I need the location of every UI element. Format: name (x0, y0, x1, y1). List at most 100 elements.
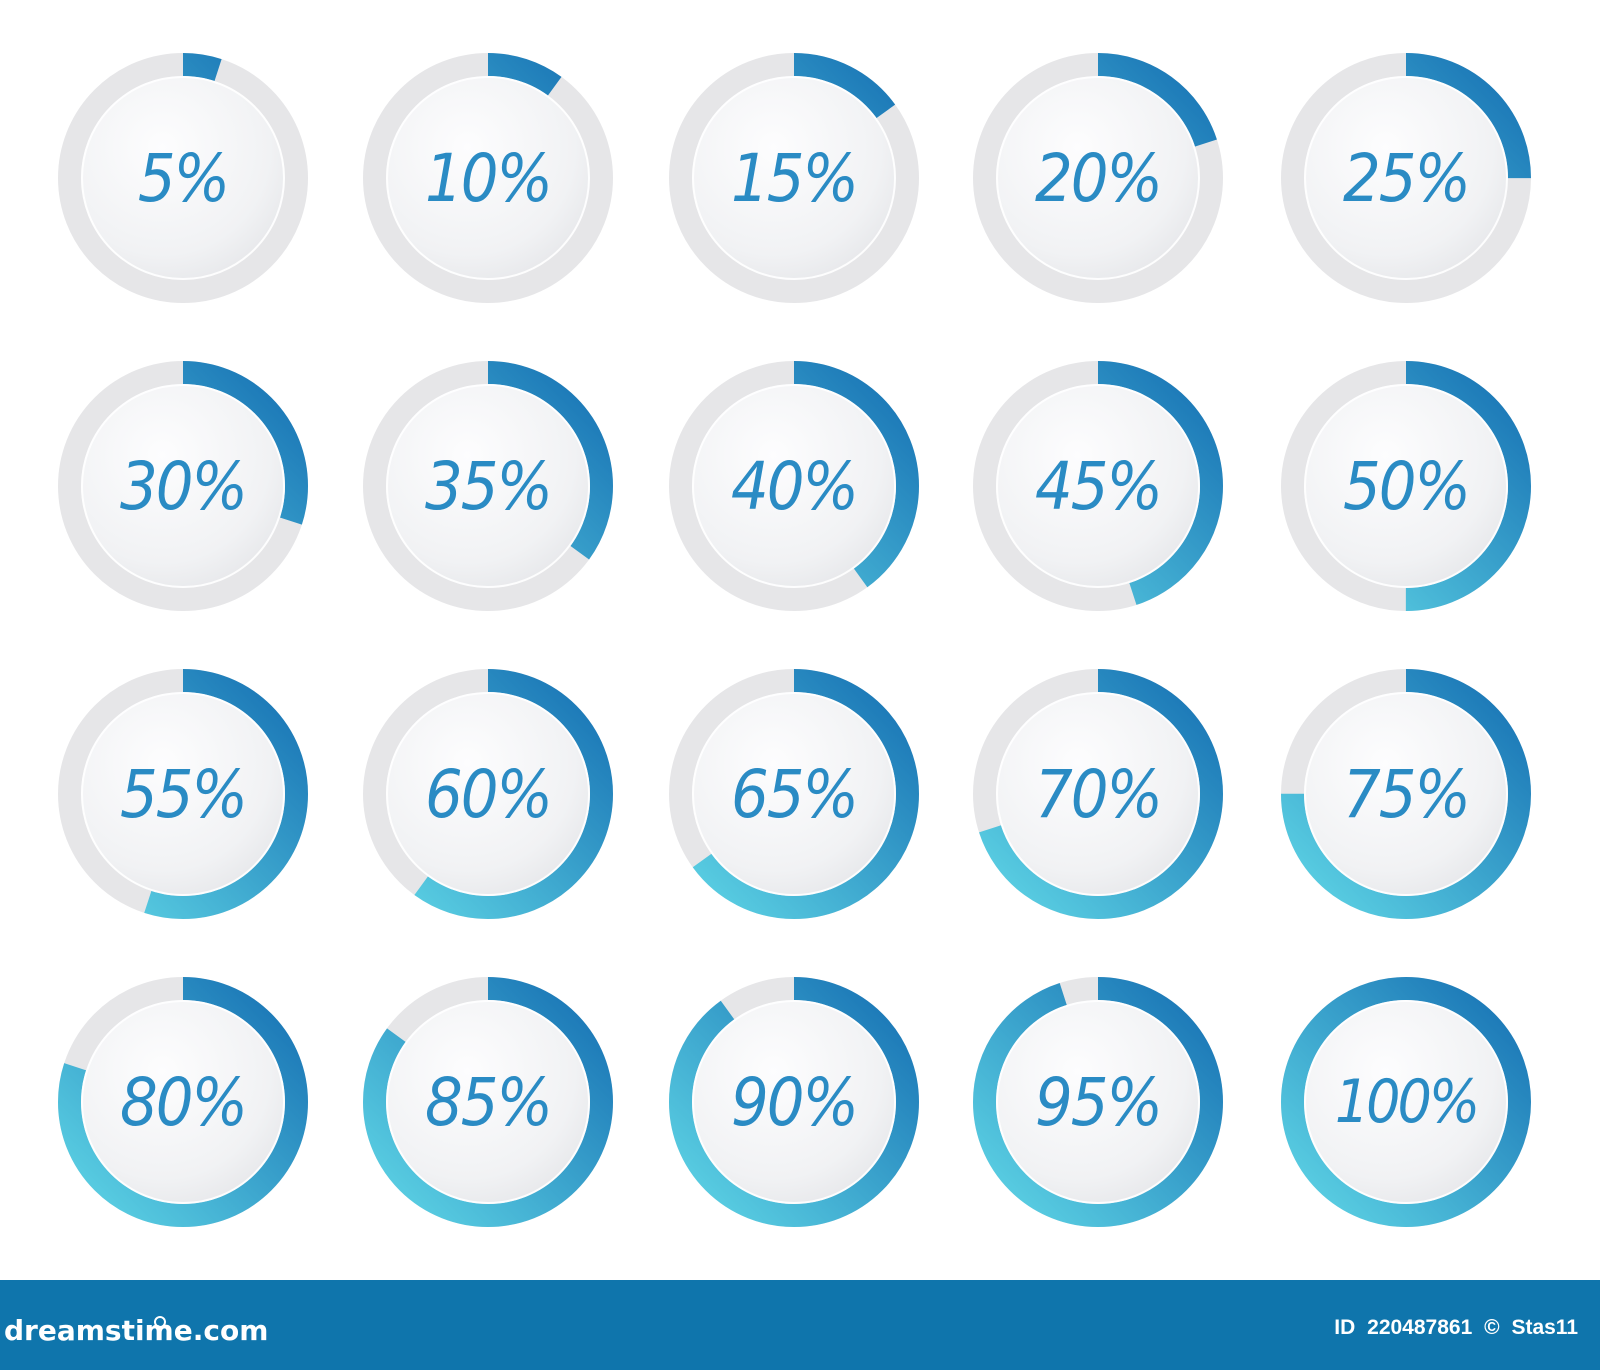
progress-indicator: 65% (668, 668, 920, 920)
indicator-face (386, 692, 590, 896)
percent-label: 30% (120, 447, 248, 525)
indicator-face-highlight (1304, 1000, 1508, 1204)
ring-progress-arc (58, 361, 308, 611)
indicator-face (1304, 384, 1508, 588)
progress-indicator: 30% (57, 360, 309, 612)
progress-indicator: 55% (57, 668, 309, 920)
indicator-face (692, 384, 896, 588)
indicator-face (1304, 76, 1508, 280)
progress-indicator: 75% (1280, 668, 1532, 920)
progress-ring (669, 361, 919, 611)
indicator-face-highlight (692, 692, 896, 896)
progress-indicator: 100% (1280, 976, 1532, 1228)
percent-label: 50% (1343, 447, 1471, 525)
percent-label: 95% (1035, 1063, 1163, 1141)
progress-ring (973, 669, 1223, 919)
percent-label: 40% (731, 447, 859, 525)
ring-progress-arc (1281, 53, 1531, 303)
progress-indicator: 10% (362, 52, 614, 304)
ring-progress-arc (669, 361, 919, 611)
indicator-face-highlight (996, 384, 1200, 588)
percent-label: 45% (1035, 447, 1163, 525)
percent-label: 90% (731, 1063, 859, 1141)
indicator-face-highlight (1304, 384, 1508, 588)
ring-progress-arc (973, 669, 1223, 919)
indicator-face-highlight (386, 76, 590, 280)
indicator-face (692, 692, 896, 896)
progress-ring (973, 53, 1223, 303)
ring-progress-arc (669, 53, 919, 303)
percent-label: 60% (425, 755, 553, 833)
indicator-face-highlight (692, 76, 896, 280)
ring-progress-arc (1281, 669, 1531, 919)
ring-progress-arc (1281, 361, 1531, 611)
indicator-face (81, 692, 285, 896)
ring-progress-arc (58, 669, 308, 919)
progress-indicator: 90% (668, 976, 920, 1228)
footer-accent-bar (0, 1280, 1600, 1302)
indicator-face (996, 1000, 1200, 1204)
indicator-face-highlight (81, 1000, 285, 1204)
ring-progress-arc (363, 361, 613, 611)
percent-label: 10% (425, 139, 553, 217)
author-name: Stas11 (1511, 1316, 1578, 1339)
indicator-face-highlight (692, 384, 896, 588)
progress-indicator: 15% (668, 52, 920, 304)
percent-label: 25% (1343, 139, 1471, 217)
indicator-face-highlight (81, 76, 285, 280)
indicator-face-highlight (996, 692, 1200, 896)
percent-label: 35% (425, 447, 553, 525)
progress-indicator: 25% (1280, 52, 1532, 304)
indicator-face-highlight (996, 76, 1200, 280)
progress-indicator-grid: 5% 10% 15% 20% 25% 30% 35% 40% 45% 50% 55% 60% 65% 70… (57, 52, 1532, 1228)
image-credit: ID 220487861 © Stas11 (1328, 1316, 1578, 1340)
ring-progress-arc (363, 53, 613, 303)
brand-mark-icon (154, 1316, 166, 1328)
ring-progress-arc (58, 53, 308, 303)
progress-ring (58, 53, 308, 303)
percent-label: 80% (120, 1063, 248, 1141)
ring-progress-arc (1281, 977, 1531, 1227)
ring-progress-arc (973, 53, 1223, 303)
footer-body: dreamstime.com ID 220487861 © Stas11 (0, 1302, 1600, 1370)
percent-label: 85% (425, 1063, 553, 1141)
indicator-face-highlight (692, 1000, 896, 1204)
indicator-face (81, 384, 285, 588)
progress-indicator: 70% (972, 668, 1224, 920)
indicator-face (81, 1000, 285, 1204)
progress-ring (363, 977, 613, 1227)
ring-progress-arc (58, 977, 308, 1227)
copyright-symbol: © (1484, 1316, 1500, 1339)
indicator-face (81, 76, 285, 280)
indicator-face (996, 76, 1200, 280)
indicator-face-highlight (81, 384, 285, 588)
progress-ring (363, 669, 613, 919)
progress-ring (669, 977, 919, 1227)
indicator-face (692, 1000, 896, 1204)
percent-label: 5% (137, 139, 230, 217)
progress-indicator: 20% (972, 52, 1224, 304)
progress-ring (1281, 669, 1531, 919)
brand-logo[interactable]: dreamstime.com (4, 1314, 268, 1347)
progress-ring (1281, 977, 1531, 1227)
image-id-number: 220487861 (1367, 1316, 1473, 1339)
progress-ring (58, 669, 308, 919)
percent-label: 100% (1334, 1067, 1480, 1137)
indicator-face-highlight (386, 1000, 590, 1204)
image-id-label: ID (1334, 1316, 1356, 1339)
progress-indicator: 5% (57, 52, 309, 304)
indicator-face-highlight (1304, 692, 1508, 896)
progress-indicator: 50% (1280, 360, 1532, 612)
progress-indicator: 95% (972, 976, 1224, 1228)
ring-progress-arc (669, 977, 919, 1227)
progress-indicator: 85% (362, 976, 614, 1228)
brand-text: dreamstime.com (4, 1314, 269, 1347)
indicator-face (1304, 692, 1508, 896)
progress-indicator: 40% (668, 360, 920, 612)
percent-label: 75% (1343, 755, 1471, 833)
footer: dreamstime.com ID 220487861 © Stas11 (0, 1280, 1600, 1370)
progress-ring (669, 669, 919, 919)
ring-progress-arc (363, 977, 613, 1227)
indicator-face-highlight (386, 692, 590, 896)
percent-label: 55% (120, 755, 248, 833)
